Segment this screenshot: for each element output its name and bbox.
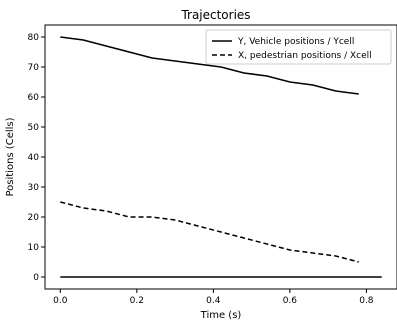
- series-line-vehicle-y: [60, 36, 359, 95]
- y-tick-label: 70: [28, 63, 40, 73]
- x-tick-label: 0.0: [53, 296, 68, 306]
- legend: Y, Vehicle positions / Ycell X, pedestria…: [205, 29, 392, 65]
- legend-label: Y, Vehicle positions / Ycell: [237, 37, 354, 47]
- legend-label: X, pedestrian positions / Xcell: [238, 51, 372, 61]
- x-axis-label: Time (s): [200, 310, 242, 321]
- y-tick-label: 40: [28, 153, 40, 163]
- x-tick-label: 0.4: [206, 296, 221, 306]
- chart-title: Trajectories: [180, 8, 250, 22]
- y-tick-label: 30: [28, 183, 40, 193]
- y-tick-label: 20: [28, 213, 40, 223]
- x-tick-label: 0.8: [359, 296, 374, 306]
- legend-items: Y, Vehicle positions / Ycell X, pedestria…: [212, 37, 372, 61]
- x-tick-label: 0.2: [130, 296, 144, 306]
- series-line-pedestrian-x: [60, 201, 359, 263]
- y-tick-label: 10: [28, 243, 40, 253]
- plot-frame: [44, 24, 397, 290]
- y-tick-label: 80: [28, 33, 40, 43]
- series-lines: [60, 36, 382, 278]
- y-tick-label: 60: [28, 93, 40, 103]
- y-axis-label: Positions (Cells): [5, 117, 16, 196]
- legend-box: [205, 29, 392, 65]
- y-tick-label: 0: [33, 273, 39, 283]
- axis-ticks: 0.0 0.2 0.4 0.6 0.8 0 10 20 30 40 50 60 70 80: [28, 33, 374, 306]
- y-tick-label: 50: [28, 123, 40, 133]
- x-tick-label: 0.6: [283, 296, 298, 306]
